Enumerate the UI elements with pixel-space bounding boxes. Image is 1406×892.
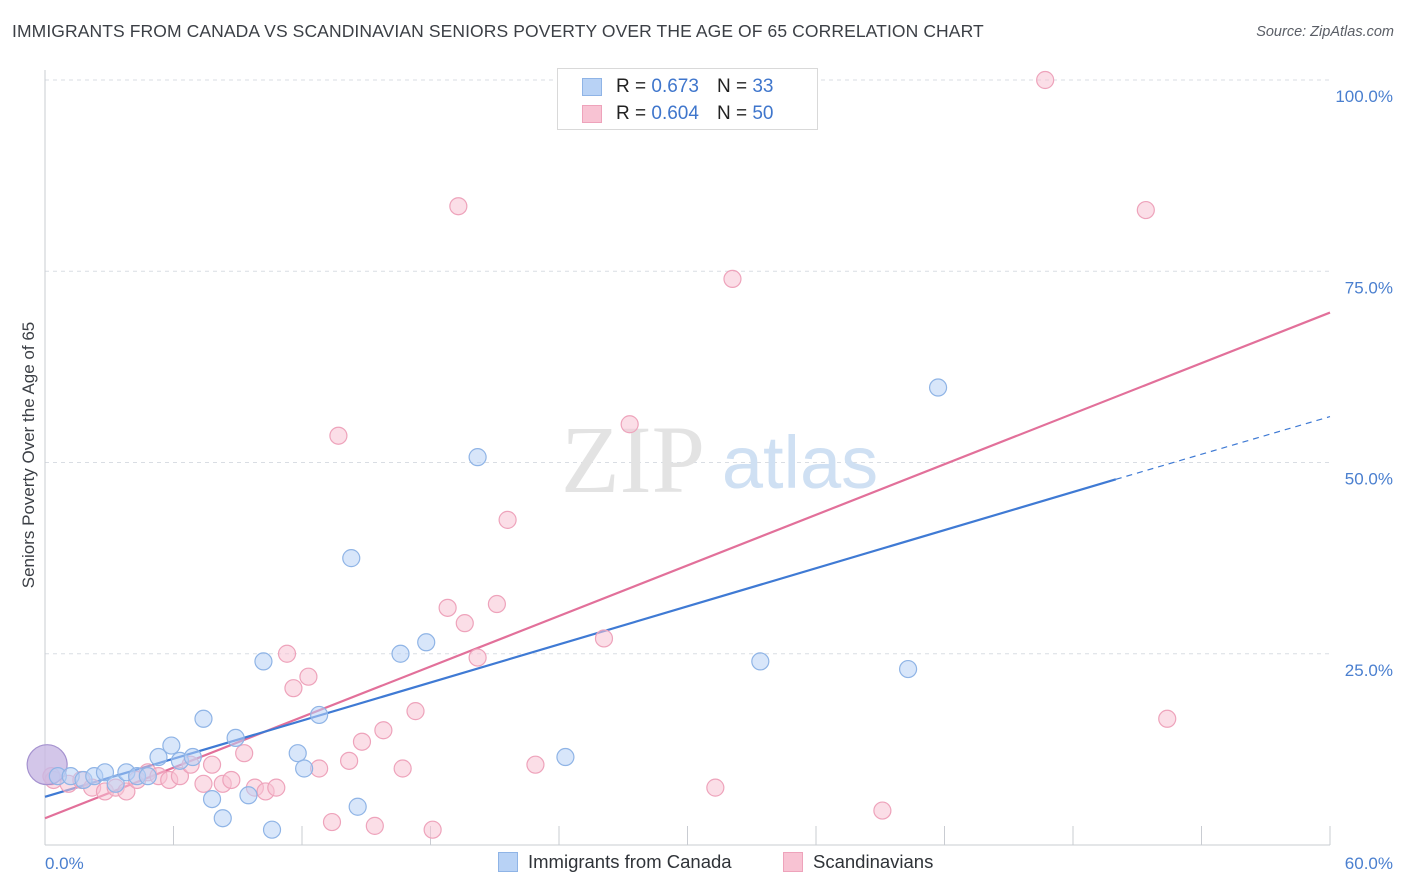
point-scandinavians <box>406 702 425 721</box>
legend-r-label: R = <box>616 76 647 97</box>
legend-n-value: 50 <box>752 103 774 124</box>
trend-line-canada-extension <box>1115 416 1331 480</box>
point-scandinavians <box>526 755 545 774</box>
series-legend: Immigrants from Canada Scandinavians <box>0 851 1406 877</box>
point-scandinavians <box>299 667 318 686</box>
point-canada <box>162 736 181 755</box>
point-canada <box>239 786 258 805</box>
point-canada <box>556 747 575 767</box>
point-scandinavians <box>873 801 892 820</box>
point-scandinavians <box>423 820 442 839</box>
point-canada <box>202 789 222 809</box>
watermark: ZIP atlas <box>561 406 878 513</box>
legend-swatch-pink <box>783 852 803 872</box>
point-scandinavians <box>438 598 457 617</box>
point-canada <box>262 820 282 839</box>
point-canada <box>288 744 307 763</box>
legend-item-canada: Immigrants from Canada <box>498 851 732 873</box>
trend-lines <box>44 311 1331 820</box>
y-tick-label: 50.0% <box>1345 470 1393 489</box>
point-scandinavians <box>202 755 222 774</box>
watermark-atlas: atlas <box>722 421 878 504</box>
point-scandinavians <box>329 426 348 445</box>
correlation-legend: R = 0.673 N = 33 R = 0.604 N = 50 <box>557 68 818 130</box>
point-scandinavians <box>487 594 506 614</box>
y-tick-label: 100.0% <box>1335 87 1393 106</box>
point-canada <box>468 448 487 467</box>
point-canada <box>310 705 329 725</box>
point-scandinavians <box>365 816 384 835</box>
point-scandinavians <box>322 812 342 832</box>
point-scandinavians <box>455 614 474 633</box>
point-scandinavians <box>352 732 372 751</box>
point-canada <box>342 549 361 568</box>
point-scandinavians <box>393 759 412 778</box>
legend-item-label: Immigrants from Canada <box>528 851 732 872</box>
point-scandinavians <box>468 648 487 667</box>
gridlines <box>45 79 1330 655</box>
trend-line-canada <box>44 478 1117 798</box>
point-scandinavians <box>706 778 725 797</box>
legend-item-scandinavians: Scandinavians <box>783 851 933 873</box>
legend-r-label: R = <box>616 103 647 124</box>
x-tick-label-max: 60.0% <box>1345 854 1393 873</box>
legend-row-canada: R = 0.673 N = 33 <box>582 75 773 99</box>
point-canada <box>295 759 314 778</box>
point-scandinavians <box>340 751 359 770</box>
legend-r-value: 0.604 <box>651 103 699 124</box>
point-scandinavians <box>1136 200 1155 220</box>
point-scandinavians <box>723 269 742 288</box>
point-canada <box>106 774 125 793</box>
point-canada <box>226 728 245 748</box>
y-tick-label: 25.0% <box>1345 661 1393 680</box>
point-scandinavians <box>449 197 468 216</box>
x-tick-label-min: 0.0% <box>45 854 84 873</box>
legend-swatch-blue <box>498 852 518 872</box>
point-scandinavians <box>594 629 614 648</box>
point-canada <box>183 747 202 767</box>
point-canada <box>149 747 168 767</box>
point-scandinavians <box>277 644 297 663</box>
point-scandinavians <box>284 679 303 698</box>
legend-n-label: N = <box>716 103 748 124</box>
point-canada <box>213 809 232 828</box>
point-canada <box>751 652 770 671</box>
point-canada <box>928 378 948 397</box>
legend-item-label: Scandinavians <box>813 851 934 872</box>
point-scandinavians <box>222 770 241 790</box>
source-credit: Source: ZipAtlas.com <box>1256 24 1394 40</box>
y-tick-label: 75.0% <box>1345 278 1393 297</box>
y-axis-label: Seniors Poverty Over the Age of 65 <box>19 322 38 588</box>
legend-n-value: 33 <box>752 76 774 97</box>
point-scandinavians <box>1036 70 1055 90</box>
point-canada <box>391 644 410 663</box>
axes <box>44 70 1331 846</box>
point-canada <box>194 709 213 728</box>
point-scandinavians <box>374 721 393 740</box>
point-scandinavians <box>235 744 254 763</box>
point-canada <box>348 797 367 816</box>
point-scandinavians <box>1158 709 1177 728</box>
point-canada <box>898 659 918 679</box>
point-scandinavians <box>498 510 517 529</box>
point-canada <box>138 767 157 786</box>
point-scandinavians <box>267 778 286 797</box>
point-canada <box>417 633 436 652</box>
point-canada <box>254 652 273 671</box>
point-scandinavians <box>620 415 639 434</box>
chart-title: IMMIGRANTS FROM CANADA VS SCANDINAVIAN S… <box>12 21 984 41</box>
point-canada <box>95 763 115 782</box>
point-scandinavians <box>194 774 213 793</box>
legend-n-label: N = <box>716 76 748 97</box>
legend-row-scandinavians: R = 0.604 N = 50 <box>582 102 773 126</box>
legend-swatch-pink <box>582 105 602 123</box>
tick-labels: 25.0% 50.0% 75.0% 100.0% 0.0% 60.0% <box>45 87 1393 873</box>
legend-swatch-blue <box>582 78 602 96</box>
legend-r-value: 0.673 <box>651 76 699 97</box>
data-points <box>26 70 1177 839</box>
